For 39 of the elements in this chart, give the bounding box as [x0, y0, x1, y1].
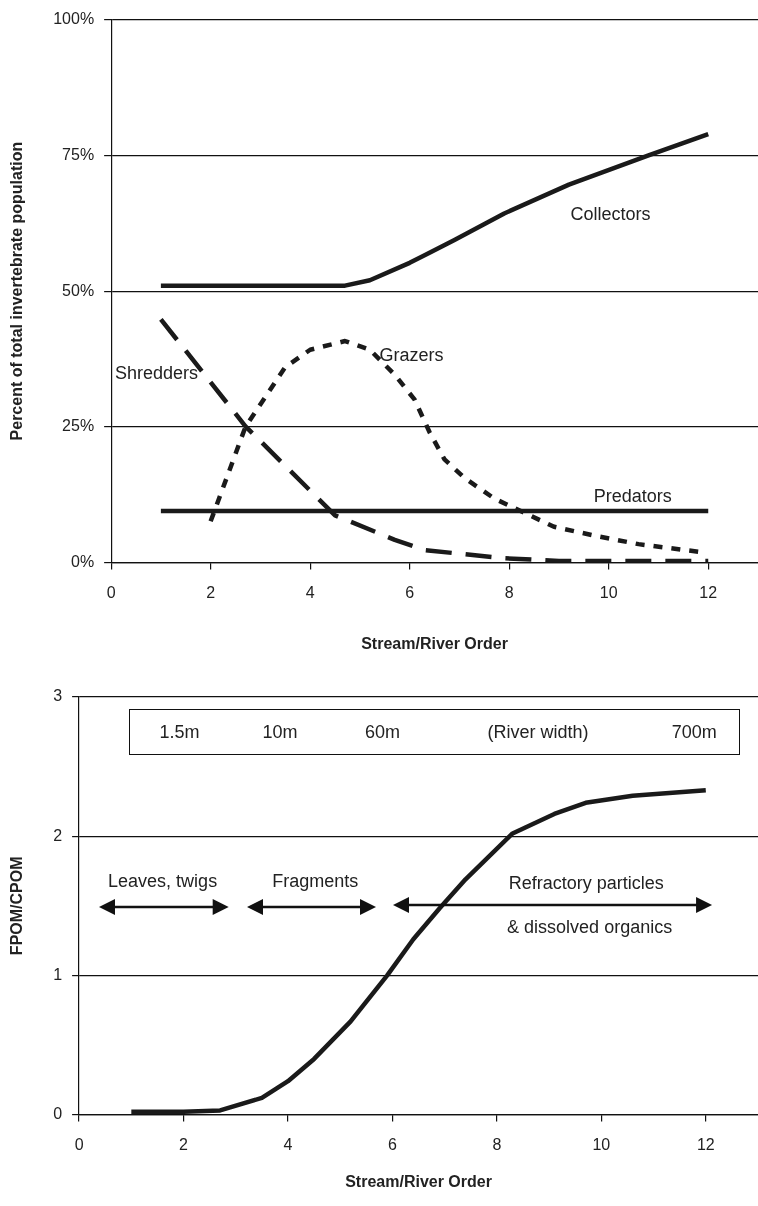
y-tick-label: 75% [62, 145, 95, 163]
annotation: & dissolved organics [507, 917, 673, 938]
y-tick-label: 1 [53, 965, 63, 983]
annotation: Fragments [272, 871, 359, 892]
series-label: Grazers [379, 345, 444, 366]
y-tick-label: 0 [53, 1105, 63, 1123]
x-tick-label: 12 [699, 583, 718, 601]
annotation: (River width) [487, 721, 589, 742]
y-axis-title: Percent of total invertebrate population [8, 141, 26, 441]
x-axis-title: Stream/River Order [361, 634, 508, 652]
y-tick-label: 0% [71, 553, 95, 571]
x-tick-label: 10 [592, 1135, 611, 1153]
y-tick-label: 25% [62, 417, 95, 435]
x-tick-label: 10 [599, 583, 618, 601]
x-tick-label: 2 [206, 583, 216, 601]
x-tick-label: 8 [504, 583, 514, 601]
y-axis-title: FPOM/CPOM [8, 856, 26, 956]
x-tick-label: 6 [405, 583, 415, 601]
x-tick-label: 0 [106, 583, 116, 601]
annotation: Refractory particles [508, 872, 664, 893]
annotation: 10m [262, 721, 298, 742]
x-tick-label: 4 [305, 583, 315, 601]
series-label: Predators [593, 486, 672, 507]
x-tick-label: 12 [696, 1135, 715, 1153]
y-tick-label: 3 [53, 687, 63, 705]
x-tick-label: 4 [283, 1135, 293, 1153]
y-tick-label: 2 [53, 826, 63, 844]
y-tick-label: 50% [62, 281, 95, 299]
annotation: Leaves, twigs [108, 871, 218, 892]
annotation: 1.5m [159, 721, 200, 742]
x-tick-label: 2 [179, 1135, 189, 1153]
series-label: Collectors [570, 204, 651, 225]
series-label: Shredders [115, 362, 199, 383]
x-tick-label: 8 [492, 1135, 502, 1153]
annotation: 700m [671, 721, 717, 742]
annotation: 60m [365, 721, 401, 742]
y-tick-label: 100% [53, 10, 95, 28]
x-axis-title: Stream/River Order [345, 1172, 492, 1190]
x-tick-label: 6 [387, 1135, 397, 1153]
